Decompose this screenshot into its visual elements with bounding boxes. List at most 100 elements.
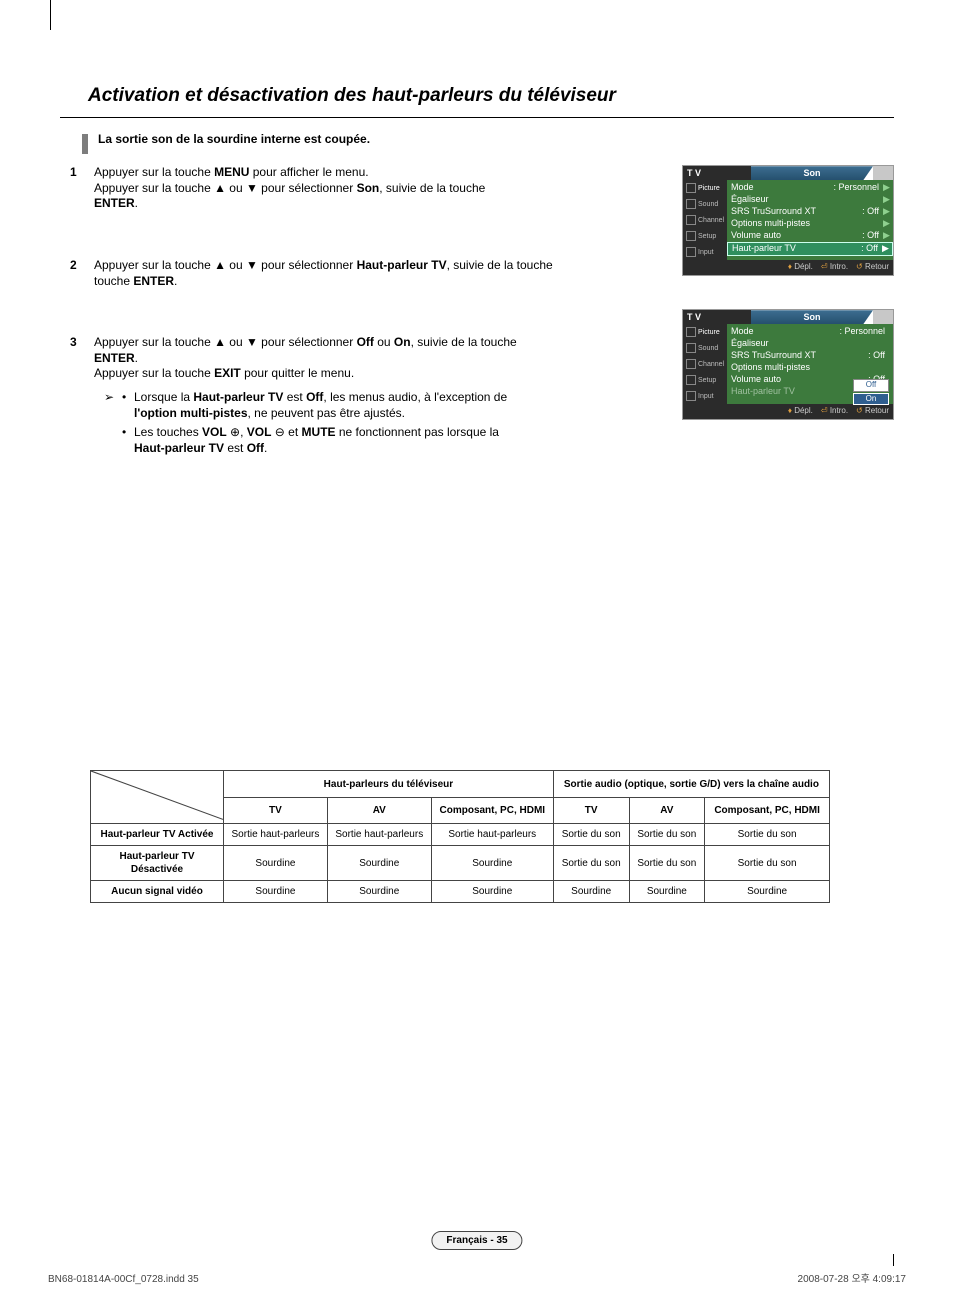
t: Sound xyxy=(698,200,718,209)
osd-side-item: Sound xyxy=(683,196,727,212)
cell: Sourdine xyxy=(327,881,431,903)
crop-mark xyxy=(893,1254,894,1266)
osd-row: Volume auto: Off▶ xyxy=(731,230,889,242)
step-text: Appuyer sur la touche ▲ ou ▼ pour sélect… xyxy=(94,335,580,460)
osd-body: Picture Sound Channel Setup Input Mode: … xyxy=(683,324,893,404)
t: pour afficher le menu. xyxy=(249,165,368,179)
page-title: Activation et désactivation des haut-par… xyxy=(88,84,894,109)
t: Volume auto xyxy=(731,374,868,386)
osd-menu-2: T V Son Picture Sound Channel Setup Inpu… xyxy=(682,309,894,419)
osd-hint: ♦ Dépl. xyxy=(788,262,813,272)
osd-side-item: Setup xyxy=(683,372,727,388)
osd-side-item: Channel xyxy=(683,356,727,372)
key-icon: ↺ xyxy=(856,406,865,415)
footer-timestamp: 2008-07-28 오후 4:09:17 xyxy=(798,1273,906,1286)
osd-main: Mode: Personnel Égaliseur SRS TruSurroun… xyxy=(727,324,893,404)
osd-tab: Son xyxy=(751,310,873,324)
osd-row-selected: Haut-parleur TV: Off▶ xyxy=(727,242,893,256)
t: est xyxy=(224,441,247,455)
col-header: TV xyxy=(553,797,629,824)
t: Lorsque la xyxy=(134,390,193,404)
t: Égaliseur xyxy=(731,194,883,206)
osd-row: Égaliseur▶ xyxy=(731,194,889,206)
osd-row: Mode: Personnel▶ xyxy=(731,182,889,194)
cell: Sortie du son xyxy=(553,846,629,881)
note-arrow-icon: ➢ xyxy=(104,390,122,421)
t: Dépl. xyxy=(794,262,813,271)
t: Désactivée xyxy=(131,864,183,875)
sound-icon xyxy=(686,199,696,209)
cell: Sourdine xyxy=(224,846,328,881)
osd-side-item: Setup xyxy=(683,228,727,244)
note-row: • Les touches VOL ⊕, VOL ⊖ et MUTE ne fo… xyxy=(104,425,580,456)
t: . xyxy=(135,196,138,210)
osd-side-item: Picture xyxy=(683,324,727,340)
cell: Sourdine xyxy=(553,881,629,903)
osd-sidebar: Picture Sound Channel Setup Input xyxy=(683,180,727,260)
page-badge: Français - 35 xyxy=(431,1231,522,1250)
t: Input xyxy=(698,248,714,257)
osd-tv-label: T V xyxy=(683,166,751,180)
t-bold: Off xyxy=(357,335,374,349)
t: , suivie de la touche xyxy=(411,335,517,349)
cell: Sortie haut-parleurs xyxy=(327,824,431,846)
chevron-right-icon: ▶ xyxy=(883,230,889,242)
notes: ➢ • Lorsque la Haut-parleur TV est Off, … xyxy=(104,390,580,456)
t-bold: Son xyxy=(357,181,380,195)
t: Dépl. xyxy=(794,406,813,415)
bullet-icon: • xyxy=(122,390,134,421)
t: , ne peuvent pas être ajustés. xyxy=(248,406,405,420)
t: Haut-parleur TV xyxy=(119,851,194,862)
col-header: TV xyxy=(224,797,328,824)
footer-filename: BN68-01814A-00Cf_0728.indd 35 xyxy=(48,1273,199,1286)
t-bold: Haut-parleur TV xyxy=(134,441,224,455)
osd-side-item: Input xyxy=(683,388,727,404)
osd-sidebar: Picture Sound Channel Setup Input xyxy=(683,324,727,404)
t: Setup xyxy=(698,232,716,241)
row-header: Haut-parleur TV Activée xyxy=(91,824,224,846)
t: ne fonctionnent pas lorsque la xyxy=(336,425,499,439)
bullet-icon: • xyxy=(122,425,134,456)
chevron-right-icon: ▶ xyxy=(883,194,889,206)
t-bold: VOL xyxy=(247,425,272,439)
t: ⊕, xyxy=(227,425,247,439)
t: SRS TruSurround XT xyxy=(731,206,862,218)
key-icon: ⏎ xyxy=(821,406,830,415)
t: Haut-parleur TV xyxy=(731,386,853,398)
osd-hint: ♦ Dépl. xyxy=(788,406,813,416)
osd-hint: ⏎ Intro. xyxy=(821,262,848,272)
table-row: Haut-parleurs du téléviseur Sortie audio… xyxy=(91,771,830,798)
osd-hint: ↺ Retour xyxy=(856,406,889,416)
t: Appuyer sur la touche ▲ ou ▼ pour sélect… xyxy=(94,181,357,195)
osd-tab-rest xyxy=(873,166,893,180)
t: Appuyer sur la touche ▲ ou ▼ pour sélect… xyxy=(94,258,357,272)
cell: Sourdine xyxy=(431,846,553,881)
osd-tab-rest xyxy=(873,310,893,324)
table-row: Haut-parleur TV Activée Sortie haut-parl… xyxy=(91,824,830,846)
t-bold: VOL xyxy=(202,425,227,439)
steps-column: 1 Appuyer sur la touche MENU pour affich… xyxy=(60,165,580,460)
t: Channel xyxy=(698,216,724,225)
t: Haut-parleur TV xyxy=(732,243,861,255)
picture-icon xyxy=(686,183,696,193)
t: Appuyer sur la touche xyxy=(94,366,214,380)
osd-footer: ♦ Dépl. ⏎ Intro. ↺ Retour xyxy=(683,404,893,418)
osd-header: T V Son xyxy=(683,166,893,180)
osd-option-on: On xyxy=(853,393,889,405)
osd-body: Picture Sound Channel Setup Input Mode: … xyxy=(683,180,893,260)
accent-bar xyxy=(82,134,88,154)
t: Options multi-pistes xyxy=(731,362,889,374)
t: SRS TruSurround XT xyxy=(731,350,868,362)
t-bold: MUTE xyxy=(302,425,336,439)
t: . xyxy=(264,441,267,455)
t: Retour xyxy=(865,262,889,271)
t: : Off xyxy=(862,206,879,218)
osd-hint: ↺ Retour xyxy=(856,262,889,272)
t-bold: On xyxy=(394,335,411,349)
row-header: Aucun signal vidéo xyxy=(91,881,224,903)
input-icon xyxy=(686,391,696,401)
cell: Sortie du son xyxy=(705,846,830,881)
t-bold: l'option multi-pistes xyxy=(134,406,248,420)
col-group: Haut-parleurs du téléviseur xyxy=(224,771,554,798)
osd-option-off: Off xyxy=(853,379,889,391)
